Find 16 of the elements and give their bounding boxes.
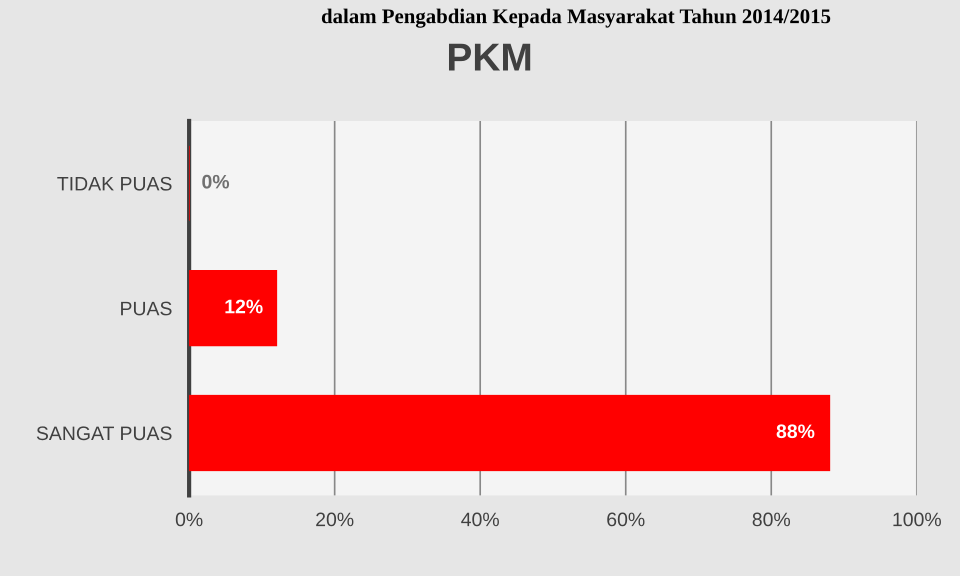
chart-title: PKM xyxy=(448,44,530,71)
x-tick-label: 80% xyxy=(752,512,790,526)
text: dalam Pengabdian Kepada Masyarakat Tahun 2014/2015 xyxy=(322,8,830,28)
y-tick-label: PUAS xyxy=(121,302,172,316)
y-tick-label: SANGAT PUAS xyxy=(36,426,172,440)
x-tick-label: 0% xyxy=(176,512,202,526)
data-label: 0% xyxy=(202,174,230,189)
x-tick-label: 100% xyxy=(893,512,941,526)
y-tick-label: TIDAK PUAS xyxy=(57,176,172,191)
data-label: 88% xyxy=(776,424,814,438)
bar xyxy=(189,394,830,472)
x-tick-label: 60% xyxy=(607,512,644,526)
data-label: 12% xyxy=(225,300,263,314)
x-tick-label: 40% xyxy=(461,512,499,526)
x-tick-label: 20% xyxy=(316,512,354,526)
bar xyxy=(189,270,278,346)
